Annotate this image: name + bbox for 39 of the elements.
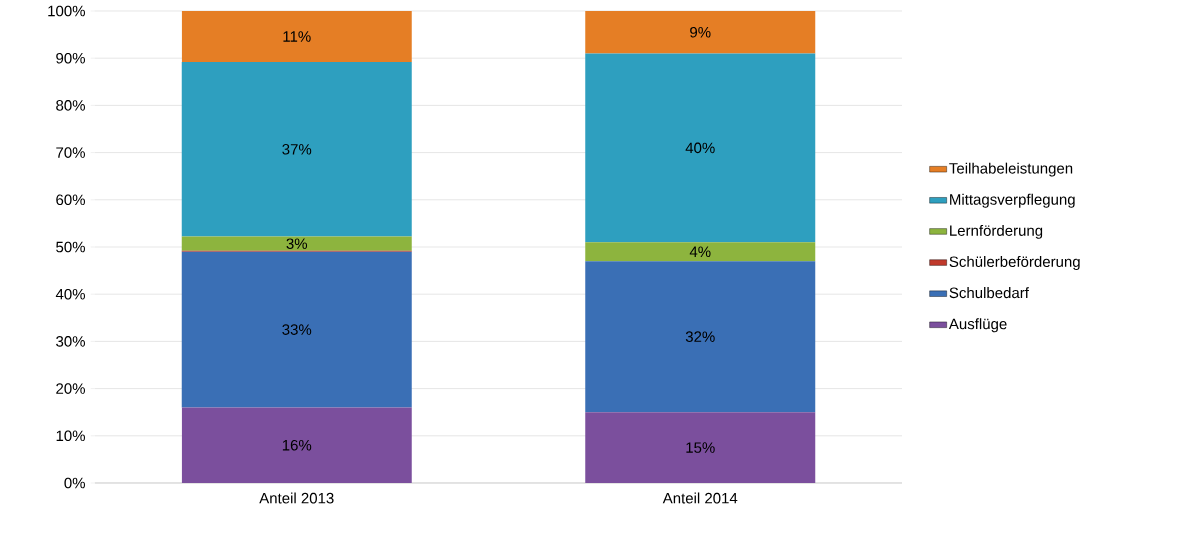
- data-label: 32%: [685, 331, 715, 342]
- legend-label: Ausflüge: [948, 318, 1007, 333]
- bar: [585, 412, 816, 483]
- data-label: 4%: [689, 246, 711, 257]
- legend-label: Lernförderung: [950, 224, 1043, 239]
- legend-label: Mittagsverpflegung: [950, 193, 1075, 208]
- data-label: 3%: [286, 238, 308, 249]
- legend-label: Schulbedarf: [949, 287, 1029, 299]
- y-tick-label: 0%: [64, 477, 85, 489]
- legend-label: Schülerbeförderung: [949, 256, 1080, 270]
- y-tick-label: 100%: [48, 5, 85, 17]
- data-label: 33%: [282, 324, 312, 335]
- y-tick-label: 50%: [56, 241, 85, 253]
- data-label: 15%: [686, 442, 715, 453]
- y-tick-label: 10%: [56, 430, 85, 442]
- y-tick-label: 90%: [56, 52, 85, 64]
- bar: [181, 407, 412, 483]
- bar: [585, 11, 816, 54]
- y-tick-label: 40%: [55, 288, 85, 300]
- legend-label: Teilhabeleistungen: [949, 162, 1073, 177]
- x-tick-label: Anteil 2013: [259, 492, 334, 504]
- data-label: 9%: [690, 26, 711, 38]
- bar: [585, 261, 816, 413]
- bar: [585, 53, 816, 243]
- bar: [181, 11, 412, 62]
- y-tick-label: 20%: [56, 383, 85, 394]
- y-tick-label: 30%: [56, 336, 85, 347]
- bar: [585, 242, 816, 262]
- bar: [181, 236, 412, 251]
- data-label: 40%: [685, 142, 715, 154]
- bar: [181, 61, 412, 237]
- y-tick-label: 80%: [56, 100, 85, 111]
- y-tick-label: 60%: [56, 194, 85, 206]
- bar: [181, 251, 412, 408]
- data-label: 11%: [283, 31, 311, 42]
- y-tick-label: 70%: [56, 147, 85, 158]
- data-label: 16%: [282, 439, 312, 451]
- x-tick-label: Anteil 2014: [662, 492, 738, 504]
- data-label: 37%: [282, 143, 312, 155]
